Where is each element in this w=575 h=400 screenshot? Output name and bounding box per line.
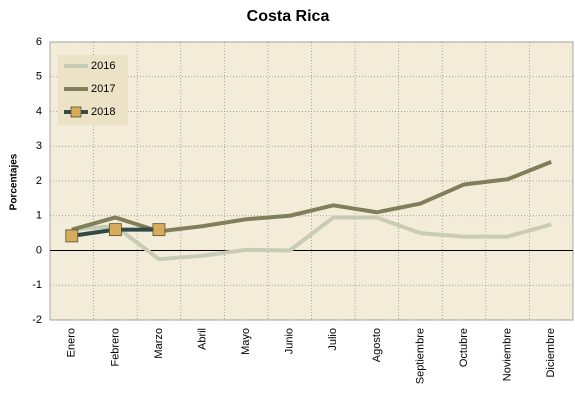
y-axis-label: Porcentajes [9, 153, 20, 210]
marker [152, 223, 166, 237]
x-tick-label: Septiembre [414, 328, 426, 384]
y-tick-label: 1 [36, 210, 42, 222]
x-tick-label: Julio [327, 328, 339, 351]
legend-label: 2016 [91, 60, 115, 72]
x-tick-label: Junio [284, 328, 296, 354]
x-tick-label: Febrero [109, 328, 121, 367]
x-tick-label: Noviembre [502, 328, 514, 381]
y-tick-label: -1 [32, 279, 42, 291]
y-tick-label: -2 [32, 314, 42, 326]
x-tick-label: Diciembre [545, 328, 557, 378]
legend-marker [70, 106, 82, 118]
line-series [71, 215, 552, 262]
legend-label: 2018 [91, 106, 115, 118]
y-tick-label: 4 [36, 105, 42, 117]
y-tick-label: 6 [36, 36, 42, 48]
x-tick-label: Enero [66, 328, 78, 357]
chart-title: Costa Rica [247, 8, 330, 25]
marker [108, 223, 122, 237]
y-tick-label: 3 [36, 140, 42, 152]
x-tick-label: Octubre [458, 328, 470, 367]
x-tick-label: Marzo [153, 328, 165, 359]
x-tick-label: Abril [196, 328, 208, 350]
y-tick-label: 2 [36, 175, 42, 187]
y-tick-label: 5 [36, 71, 42, 83]
legend-label: 2017 [91, 83, 115, 95]
x-tick-label: Agosto [371, 328, 383, 362]
y-tick-label: 0 [36, 244, 42, 256]
x-tick-label: Mayo [240, 328, 252, 355]
marker [65, 229, 79, 243]
